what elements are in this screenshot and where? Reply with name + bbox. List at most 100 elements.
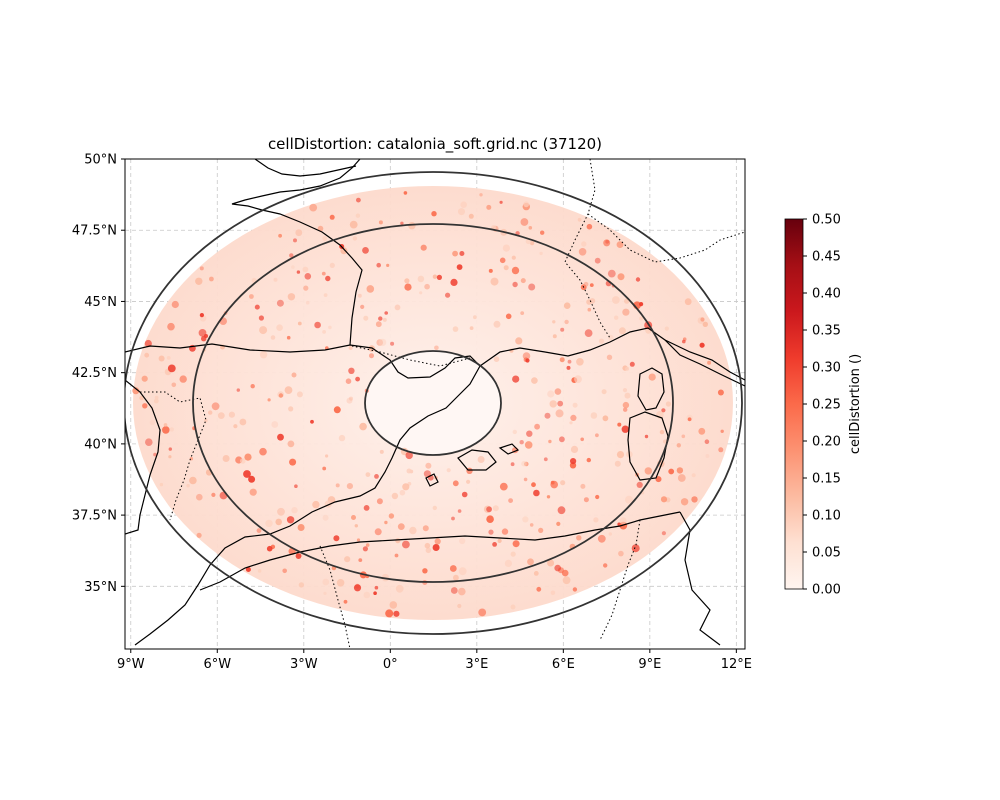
distortion-cell xyxy=(635,277,641,282)
distortion-cell xyxy=(614,460,621,467)
distortion-cell xyxy=(691,473,696,478)
distortion-cell xyxy=(393,610,400,617)
distortion-cell xyxy=(417,275,425,283)
colorbar-ticks: 0.00 0.05 0.10 0.15 0.20 0.25 0.30 0.35 0.40 0.45… xyxy=(803,213,841,598)
distortion-cell xyxy=(317,225,324,232)
distortion-cell xyxy=(720,429,724,433)
distortion-cell xyxy=(432,274,438,279)
colorbar-tick-label: 0.45 xyxy=(812,250,841,265)
distortion-cell xyxy=(550,480,555,485)
distortion-cell xyxy=(556,521,561,527)
distortion-cell xyxy=(590,412,598,419)
lat-tick-label: 37.5°N xyxy=(72,509,117,524)
distortion-cell xyxy=(618,327,626,335)
distortion-cell xyxy=(663,439,668,444)
distortion-cell xyxy=(282,568,288,574)
distortion-cell xyxy=(629,361,635,367)
colorbar-tick-label: 0.20 xyxy=(812,435,841,450)
distortion-cell xyxy=(425,547,432,554)
distortion-cell xyxy=(577,217,582,222)
distortion-cell xyxy=(277,507,285,516)
distortion-cell xyxy=(265,519,273,528)
distortion-cell xyxy=(400,221,404,225)
distortion-cell xyxy=(276,299,284,307)
distortion-cell xyxy=(228,411,235,418)
lon-tick-label: 6°W xyxy=(203,657,231,672)
distortion-cell xyxy=(603,239,611,247)
distortion-cell xyxy=(550,590,556,596)
distortion-cell xyxy=(420,244,427,251)
distortion-cell xyxy=(168,455,172,459)
distortion-cell xyxy=(664,326,669,331)
distortion-cell xyxy=(512,429,517,435)
distortion-cell xyxy=(325,454,329,458)
distortion-cell xyxy=(622,308,630,316)
distortion-cell xyxy=(296,391,303,398)
distortion-cell xyxy=(196,532,202,538)
distortion-cell xyxy=(578,248,587,256)
distortion-cell xyxy=(378,316,383,321)
algeria-tunisia-border xyxy=(599,519,641,641)
distortion-cell xyxy=(434,345,439,351)
distortion-cell xyxy=(584,329,593,337)
distortion-cell xyxy=(477,456,485,463)
distortion-cell xyxy=(419,291,423,295)
distortion-cell xyxy=(598,338,605,344)
distortion-cell xyxy=(322,466,327,471)
distortion-cell xyxy=(338,434,346,442)
distortion-cell xyxy=(345,378,352,385)
colorbar-tick-label: 0.50 xyxy=(812,213,841,228)
distortion-cell xyxy=(515,337,523,345)
distortion-cell xyxy=(479,193,483,197)
distortion-cell xyxy=(384,311,389,315)
distortion-cell xyxy=(511,255,516,260)
distortion-cell xyxy=(631,544,640,553)
distortion-cell xyxy=(310,419,314,424)
distortion-cell xyxy=(211,492,216,497)
longitude-ticks: 9°W 6°W 3°W 0° 3°E 6°E 9°E 12°E xyxy=(117,649,752,672)
distortion-cell xyxy=(355,376,360,382)
distortion-cell xyxy=(699,342,705,348)
inner-ring xyxy=(364,350,502,456)
distortion-cell xyxy=(363,315,369,321)
france-spain-border xyxy=(351,345,471,367)
distortion-cell xyxy=(540,230,545,235)
distortion-cell xyxy=(356,197,361,203)
distortion-cell xyxy=(382,317,387,322)
distortion-cell xyxy=(431,211,437,217)
distortion-cell xyxy=(243,470,251,478)
distortion-cell xyxy=(617,422,622,427)
distortion-cell xyxy=(449,565,457,572)
distortion-cell xyxy=(527,558,534,566)
distortion-cell xyxy=(595,494,600,500)
distortion-cell xyxy=(354,524,358,528)
distortion-cell xyxy=(510,551,516,557)
distortion-cell xyxy=(385,609,394,618)
distortion-cell xyxy=(244,453,252,461)
uk-coastline xyxy=(254,159,357,177)
distortion-cell xyxy=(144,339,152,348)
distortion-cell xyxy=(523,477,528,482)
distortion-cell xyxy=(395,538,401,544)
distortion-cell xyxy=(473,315,477,320)
brittany-coastline xyxy=(231,159,361,211)
distortion-cell xyxy=(363,505,370,511)
distortion-cell xyxy=(617,273,625,281)
distortion-cell xyxy=(406,468,412,474)
colorbar-tick-label: 0.00 xyxy=(812,583,841,598)
distortion-cell xyxy=(566,365,571,370)
distortion-cell xyxy=(240,458,246,464)
distortion-cell xyxy=(521,460,527,467)
colorbar-tick-label: 0.15 xyxy=(812,472,841,487)
distortion-cell xyxy=(580,437,584,442)
distortion-cell xyxy=(390,341,395,346)
distortion-cell xyxy=(562,576,571,585)
distortion-cell xyxy=(586,299,592,305)
distortion-cell xyxy=(586,223,593,230)
distortion-cell xyxy=(450,278,458,286)
distortion-cell xyxy=(366,285,375,293)
distortion-cell xyxy=(486,204,492,210)
distortion-cell xyxy=(289,253,294,258)
distortion-cell xyxy=(163,423,168,427)
